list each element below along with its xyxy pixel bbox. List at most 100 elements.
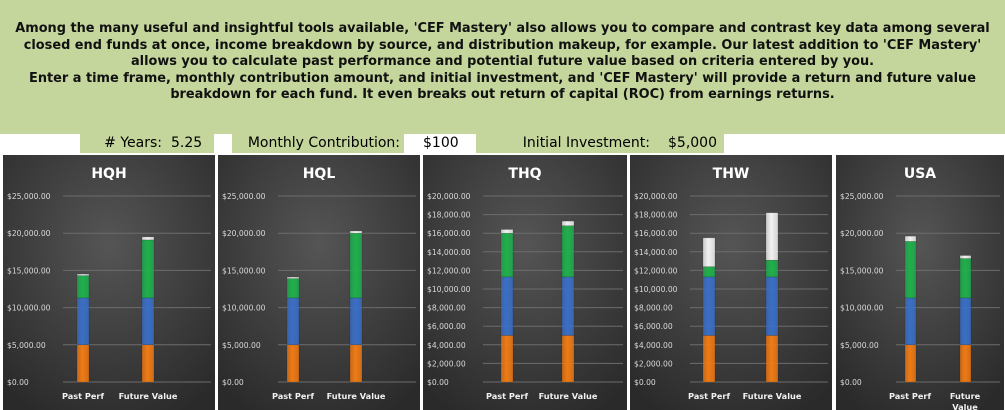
x-category-label: Past Perf xyxy=(688,391,731,401)
x-category-label: Future Value xyxy=(327,391,386,401)
y-tick-label: $0.00 xyxy=(840,378,862,387)
bar-earnings xyxy=(76,275,90,299)
chart-svg: USA $0.00 $5,000.00 $10,000.00 $15,000.00 $20… xyxy=(836,155,1004,410)
y-tick-label: $18,000.00 xyxy=(427,211,471,220)
bar-initial xyxy=(141,344,155,383)
chart-background xyxy=(218,155,420,410)
x-category-label: Past Perf xyxy=(272,391,315,401)
x-category-label: Value xyxy=(952,402,978,410)
intro-line-4: Enter a time frame, monthly contribution… xyxy=(29,70,976,86)
chart-background xyxy=(630,155,832,410)
bar-initial xyxy=(702,335,716,383)
y-tick-label: $20,000.00 xyxy=(840,229,884,238)
monthly-contribution-label: Monthly Contribution: xyxy=(247,135,400,151)
bar-contributions xyxy=(500,276,514,336)
bar-roc xyxy=(141,236,155,241)
intro-line-3: allows you to calculate past performance… xyxy=(130,54,875,70)
y-tick-label: $10,000.00 xyxy=(634,285,678,294)
monthly-contribution-input[interactable]: $100 xyxy=(423,135,459,151)
x-category-label: Past Perf xyxy=(62,391,105,401)
y-tick-label: $8,000.00 xyxy=(427,304,466,313)
x-category-label: Past Perf xyxy=(889,391,932,401)
x-category-label: Past Perf xyxy=(486,391,529,401)
y-tick-label: $25,000.00 xyxy=(840,192,884,201)
y-tick-label: $8,000.00 xyxy=(634,304,673,313)
bar-initial xyxy=(561,335,575,383)
charts-area: HQH $0.00 $5,000.00 $10,000.00 $15,000.00 $20… xyxy=(0,153,1005,410)
y-tick-label: $10,000.00 xyxy=(427,285,471,294)
bar-roc xyxy=(959,255,972,259)
bar-contributions xyxy=(561,276,575,336)
y-tick-label: $20,000.00 xyxy=(634,192,678,201)
bar-roc xyxy=(702,237,716,267)
y-tick-label: $20,000.00 xyxy=(7,229,51,238)
y-tick-label: $0.00 xyxy=(427,378,449,387)
bar-initial xyxy=(904,344,917,383)
bar-earnings xyxy=(141,239,155,299)
y-tick-label: $4,000.00 xyxy=(634,341,673,350)
bar-earnings xyxy=(904,241,917,299)
bar-roc xyxy=(904,235,917,242)
bar-earnings xyxy=(349,232,363,299)
y-tick-label: $25,000.00 xyxy=(7,192,51,201)
intro-line-5: breakdown for each fund. It even breaks … xyxy=(170,87,835,103)
y-tick-label: $10,000.00 xyxy=(7,304,51,313)
bar-contributions xyxy=(702,276,716,336)
chart-svg: HQH $0.00 $5,000.00 $10,000.00 $15,000.00 $20… xyxy=(3,155,215,410)
chart-thw: THW $0.00 $2,000.00 $4,000.00 $6,000.00 $8,00… xyxy=(630,155,832,410)
chart-background xyxy=(3,155,215,410)
intro-line-2: closed end funds at once, income breakdo… xyxy=(23,37,982,53)
y-tick-label: $6,000.00 xyxy=(634,322,673,331)
bar-initial xyxy=(286,344,300,383)
chart-title: THW xyxy=(713,166,750,182)
bar-contributions xyxy=(76,297,90,346)
chart-title: HQH xyxy=(91,166,126,182)
y-tick-label: $5,000.00 xyxy=(840,341,879,350)
y-tick-label: $0.00 xyxy=(634,378,656,387)
y-tick-label: $16,000.00 xyxy=(634,229,678,238)
bar-initial xyxy=(765,335,779,383)
y-tick-label: $12,000.00 xyxy=(634,266,678,275)
bar-earnings xyxy=(561,225,575,278)
bar-contributions xyxy=(904,297,917,346)
bar-initial xyxy=(349,344,363,383)
x-category-label: Future Value xyxy=(539,391,598,401)
y-tick-label: $16,000.00 xyxy=(427,229,471,238)
bar-contributions xyxy=(959,297,972,346)
y-tick-label: $0.00 xyxy=(7,378,29,387)
y-tick-label: $10,000.00 xyxy=(840,304,884,313)
y-tick-label: $14,000.00 xyxy=(634,248,678,257)
y-tick-label: $12,000.00 xyxy=(427,266,471,275)
x-category-label: Future Value xyxy=(743,391,802,401)
bar-initial xyxy=(959,344,972,383)
bar-roc xyxy=(765,212,779,261)
bar-earnings xyxy=(959,258,972,299)
y-tick-label: $5,000.00 xyxy=(7,341,46,350)
chart-title: HQL xyxy=(303,166,336,182)
chart-svg: THQ $0.00 $2,000.00 $4,000.00 $6,000.00 $8,00… xyxy=(423,155,627,410)
bar-contributions xyxy=(141,297,155,346)
intro-banner: Among the many useful and insightful too… xyxy=(0,0,1005,133)
chart-hql: HQL $0.00 $5,000.00 $10,000.00 $15,000.00 $20… xyxy=(218,155,420,410)
chart-background xyxy=(836,155,1004,410)
chart-title: USA xyxy=(904,166,936,182)
chart-title: THQ xyxy=(508,166,541,182)
y-tick-label: $15,000.00 xyxy=(222,266,266,275)
y-tick-label: $5,000.00 xyxy=(222,341,261,350)
y-tick-label: $15,000.00 xyxy=(7,266,51,275)
bar-roc xyxy=(500,229,514,234)
chart-background xyxy=(423,155,627,410)
years-input[interactable]: 5.25 xyxy=(171,135,203,151)
chart-hqh: HQH $0.00 $5,000.00 $10,000.00 $15,000.00 $20… xyxy=(3,155,215,410)
y-tick-label: $18,000.00 xyxy=(634,211,678,220)
bar-earnings xyxy=(500,232,514,278)
initial-investment-input[interactable]: $5,000 xyxy=(668,135,717,151)
y-tick-label: $10,000.00 xyxy=(222,304,266,313)
y-tick-label: $20,000.00 xyxy=(427,192,471,201)
bar-initial xyxy=(500,335,514,383)
y-tick-label: $14,000.00 xyxy=(427,248,471,257)
y-tick-label: $0.00 xyxy=(222,378,244,387)
bar-earnings xyxy=(702,266,716,278)
bar-roc xyxy=(76,273,90,276)
chart-thq: THQ $0.00 $2,000.00 $4,000.00 $6,000.00 $8,00… xyxy=(423,155,627,410)
